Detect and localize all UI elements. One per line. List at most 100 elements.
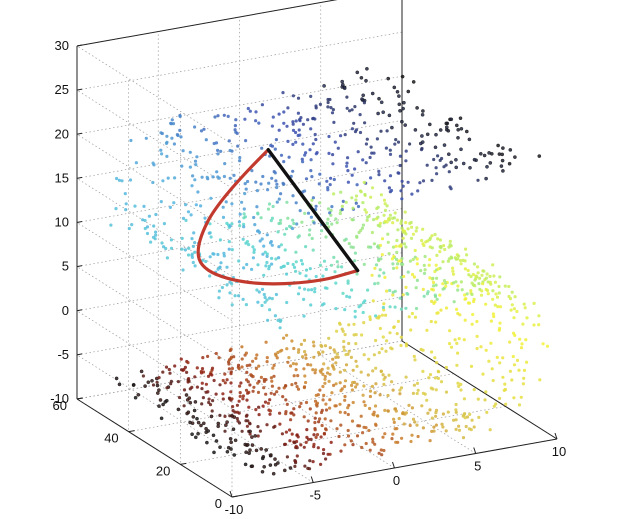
scatter-point [523, 306, 527, 310]
scatter-point [362, 321, 366, 325]
scatter-point [448, 243, 452, 247]
scatter-point [150, 378, 154, 383]
scatter-point [223, 372, 227, 376]
scatter-point [369, 245, 373, 249]
scatter-point [421, 109, 425, 113]
scatter-point [159, 131, 163, 135]
scatter-point [383, 408, 387, 412]
scatter-point [231, 427, 236, 432]
scatter-point [489, 319, 493, 323]
scatter-point [320, 423, 324, 428]
scatter-point [208, 403, 213, 407]
scatter-point [470, 418, 474, 422]
scatter-point [371, 369, 375, 373]
scatter-point [402, 422, 406, 426]
scatter-point [351, 218, 355, 222]
scatter-point [436, 237, 440, 241]
scatter-point [228, 148, 232, 153]
scatter-point [355, 70, 360, 75]
scatter-point [436, 369, 440, 373]
scatter-point [371, 440, 375, 444]
scatter-point [318, 201, 322, 205]
scatter-point [435, 253, 439, 257]
scatter-point [409, 328, 413, 332]
scatter-point [296, 111, 300, 115]
scatter-point [274, 257, 278, 261]
scatter-point [288, 428, 292, 432]
scatter-point [444, 390, 449, 394]
scatter-point [500, 158, 505, 163]
scatter-point [227, 367, 231, 371]
scatter-point [262, 273, 266, 277]
scatter-point [304, 274, 308, 278]
scatter-point [164, 398, 169, 403]
scatter-point [302, 386, 306, 390]
scatter-point [361, 310, 365, 315]
scatter-point [455, 341, 459, 345]
scatter-point [182, 367, 186, 372]
scatter-point [359, 414, 363, 418]
scatter-point [331, 162, 335, 166]
scatter-point [320, 229, 324, 233]
scatter-point [391, 245, 396, 249]
scatter-point [368, 155, 372, 160]
scatter-point [376, 223, 380, 227]
scatter-point [361, 301, 366, 305]
scatter-point [195, 366, 199, 370]
scatter-point [268, 409, 273, 413]
scatter-point [352, 322, 356, 326]
scatter-point [448, 329, 452, 333]
scatter-point [255, 205, 259, 209]
scatter-point [246, 179, 250, 184]
scatter-point [342, 348, 346, 352]
scatter-point [288, 466, 293, 470]
scatter-point [364, 210, 368, 214]
scatter-point [238, 391, 242, 395]
scatter-point [475, 334, 479, 338]
scatter-point [306, 437, 311, 441]
scatter-point [302, 445, 306, 449]
scatter-point [200, 402, 204, 406]
scatter-point [472, 299, 476, 304]
scatter-point [404, 285, 408, 289]
scatter-point [317, 352, 322, 356]
scatter-point [242, 266, 246, 270]
scatter-point [294, 444, 298, 448]
scatter-point [347, 349, 351, 353]
scatter-point [216, 267, 220, 271]
scatter-point [195, 155, 199, 159]
scatter-point [155, 383, 160, 388]
scatter-point [344, 200, 348, 204]
scatter-point [313, 287, 317, 291]
scatter-point [435, 276, 439, 280]
scatter-point [248, 429, 252, 434]
scatter-point [430, 246, 434, 250]
scatter-point [434, 411, 438, 415]
scatter-point [410, 272, 415, 277]
y-tick-mark [128, 430, 135, 433]
scatter-point [257, 413, 261, 417]
scatter-point [242, 225, 246, 229]
scatter-point [325, 286, 329, 290]
scatter-point [283, 232, 287, 236]
scatter-point [430, 429, 434, 433]
scatter-point [248, 109, 252, 113]
scatter-point [245, 378, 249, 382]
scatter-point [377, 451, 381, 455]
grid-line-x [239, 17, 395, 469]
scatter-point [154, 230, 158, 234]
scatter-point [206, 429, 210, 433]
scatter-point [444, 121, 449, 126]
scatter-point [109, 223, 113, 227]
scatter-point [282, 468, 287, 473]
scatter-point [328, 346, 332, 350]
scatter-point [328, 398, 332, 402]
scatter-point [314, 435, 318, 439]
scatter-point [169, 382, 173, 386]
scatter-point [259, 375, 263, 379]
scatter-point [269, 453, 273, 457]
scatter-point [467, 137, 472, 142]
scatter-point [334, 361, 338, 365]
scatter-point [383, 375, 387, 379]
scatter-point [334, 217, 338, 221]
